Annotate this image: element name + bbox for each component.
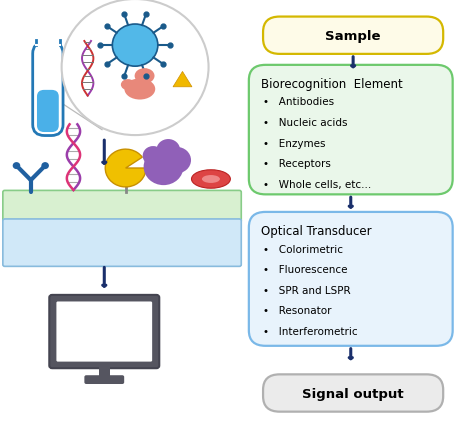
Circle shape — [143, 147, 164, 166]
FancyBboxPatch shape — [263, 18, 443, 55]
Text: Optical Transducer: Optical Transducer — [261, 225, 371, 238]
Circle shape — [62, 0, 209, 136]
Ellipse shape — [124, 79, 155, 100]
Text: •   Receptors: • Receptors — [263, 159, 331, 169]
Text: Biorecognition  Element: Biorecognition Element — [261, 78, 402, 91]
Text: •   Whole cells, etc...: • Whole cells, etc... — [263, 180, 371, 190]
Text: •   Antibodies: • Antibodies — [263, 97, 334, 107]
Ellipse shape — [191, 170, 230, 189]
Bar — [99, 366, 110, 378]
Text: •   Colorimetric: • Colorimetric — [263, 244, 343, 254]
FancyBboxPatch shape — [56, 302, 152, 362]
Circle shape — [156, 140, 180, 162]
FancyBboxPatch shape — [49, 295, 159, 368]
FancyBboxPatch shape — [3, 191, 241, 223]
Text: •   Interferometric: • Interferometric — [263, 326, 358, 336]
Bar — [36, 40, 60, 48]
FancyBboxPatch shape — [249, 212, 453, 346]
Ellipse shape — [202, 176, 220, 184]
Text: •   Enzymes: • Enzymes — [263, 138, 326, 148]
Ellipse shape — [121, 80, 135, 91]
Circle shape — [144, 149, 183, 186]
Wedge shape — [105, 150, 146, 187]
Circle shape — [41, 162, 49, 170]
Text: •   Resonator: • Resonator — [263, 306, 332, 316]
FancyBboxPatch shape — [84, 375, 124, 384]
Text: •   Fluorescence: • Fluorescence — [263, 265, 347, 275]
FancyBboxPatch shape — [263, 374, 443, 412]
Circle shape — [112, 25, 158, 67]
Text: •   Nucleic acids: • Nucleic acids — [263, 118, 347, 128]
Ellipse shape — [135, 69, 155, 84]
Circle shape — [163, 148, 191, 174]
FancyBboxPatch shape — [37, 91, 59, 133]
Polygon shape — [173, 72, 192, 88]
FancyBboxPatch shape — [3, 219, 241, 267]
Text: Signal output: Signal output — [302, 387, 404, 399]
Text: Sample: Sample — [325, 30, 381, 42]
Text: •   SPR and LSPR: • SPR and LSPR — [263, 285, 351, 295]
Circle shape — [13, 162, 20, 170]
FancyBboxPatch shape — [33, 43, 63, 136]
FancyBboxPatch shape — [249, 66, 453, 195]
